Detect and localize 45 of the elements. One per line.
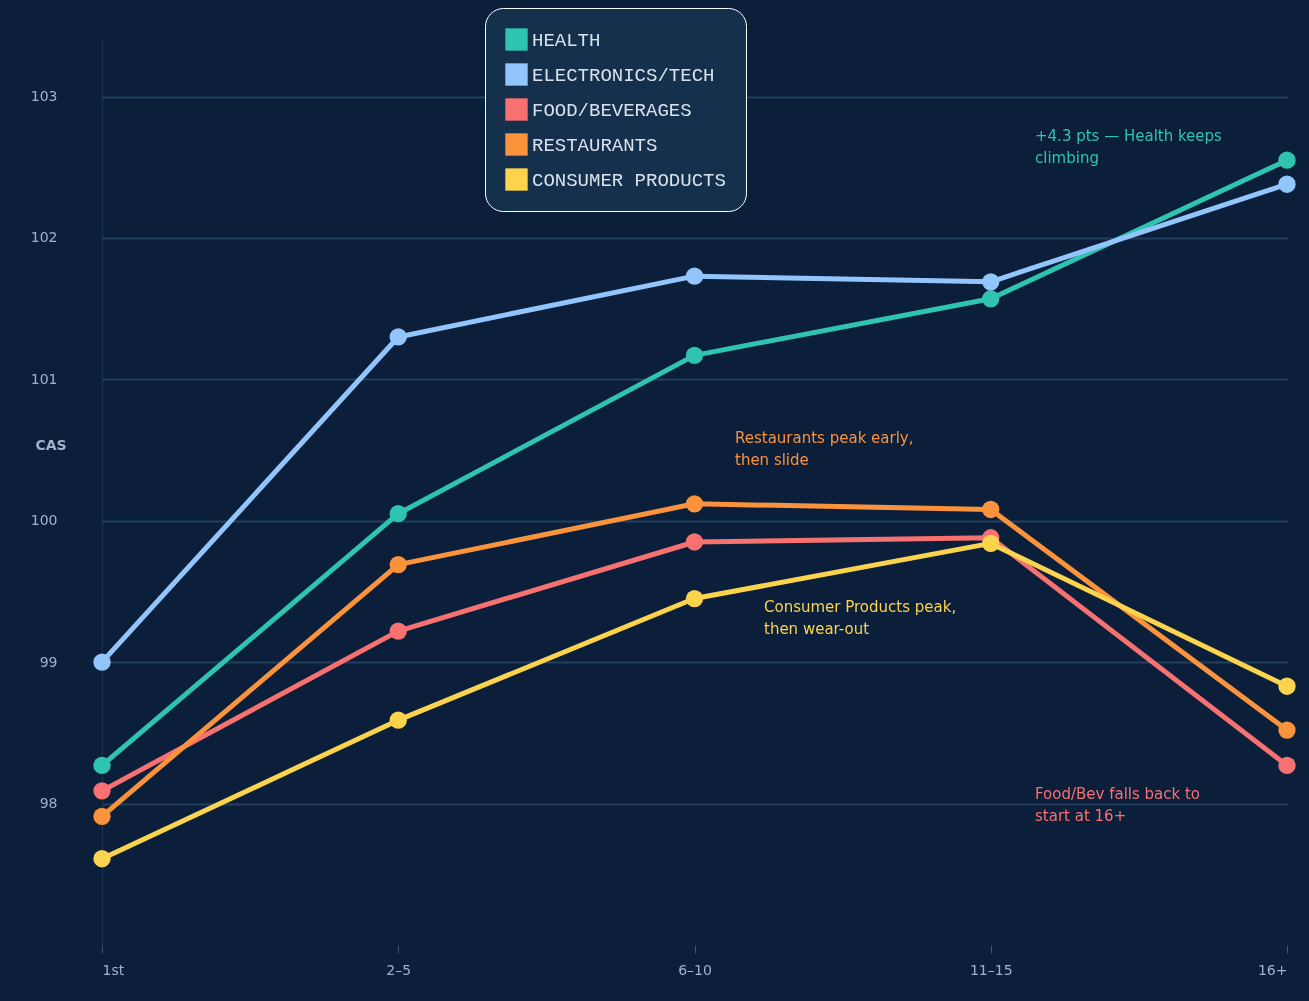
point [93,850,111,868]
y-tick-label: 103 [30,88,58,105]
point [982,534,1000,553]
legend-label: CONSUMER PRODUCTS [532,169,726,192]
point [685,346,704,364]
point [389,505,407,523]
point [685,495,704,513]
point [982,273,1000,291]
point [389,555,407,574]
point [93,756,111,775]
y-tick-label: 98 [39,795,58,812]
point [982,290,1000,308]
point [1278,175,1296,193]
point [93,782,111,800]
annotation: +4.3 pts — Health keeps climbing [1035,127,1223,167]
point [1278,677,1296,695]
x-tick-label: 6–10 [678,961,712,978]
legend-label: ELECTRONICS/TECH [532,64,715,87]
x-tick-label: 16+ [1257,961,1288,978]
y-axis-title: CAS [35,436,67,453]
point [1278,151,1296,169]
point [685,589,704,608]
point [982,500,1000,519]
point [1278,721,1296,739]
annotation: Food/Bev falls back to start at 16+ [1035,785,1201,825]
y-tick-label: 99 [39,653,58,670]
x-tick-label: 1st [102,961,125,978]
legend-label: RESTAURANTS [532,134,658,157]
legend-label: FOOD/BEVERAGES [532,99,692,122]
y-tick-label: 102 [30,229,58,246]
point [685,533,704,551]
point [389,622,407,640]
annotation: Restaurants peak early, then slide [735,429,914,469]
point [389,711,407,729]
point [389,328,407,346]
point [93,653,111,671]
annotation: Consumer Products peak, then wear-out [764,598,957,638]
y-tick-label: 100 [30,512,58,529]
x-tick-label: 11–15 [969,961,1013,978]
x-tick-label: 2–5 [386,961,412,978]
point [1278,756,1296,775]
legend-label: HEALTH [532,29,601,52]
point [93,807,111,825]
point [685,267,704,285]
y-tick-label: 101 [30,370,58,387]
